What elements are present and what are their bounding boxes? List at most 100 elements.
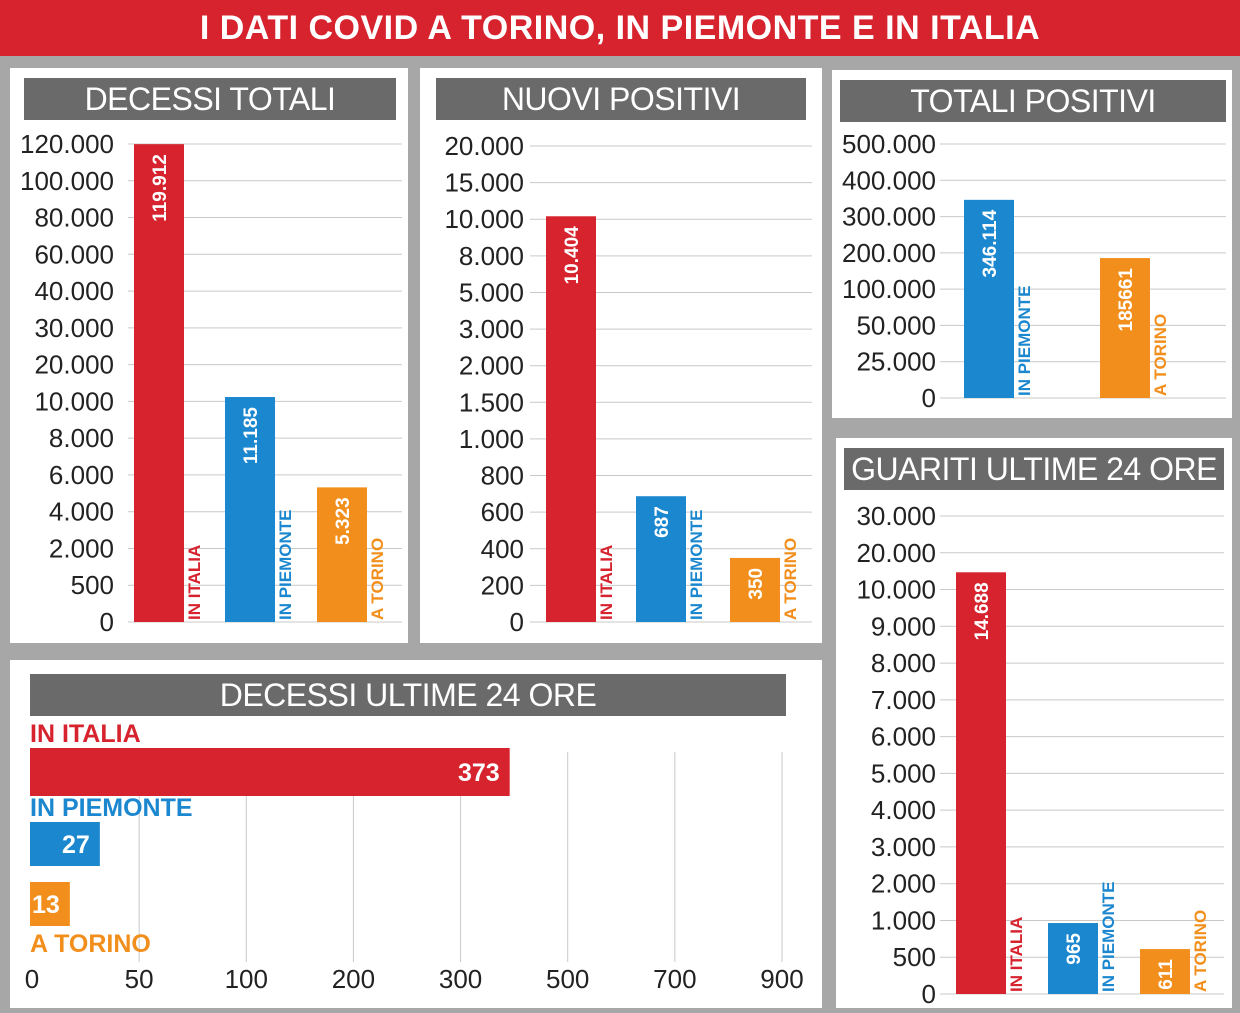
y-tick-label: 6.000 (49, 460, 114, 490)
data-label: 14.688 (972, 582, 993, 640)
y-tick-label: 6.000 (871, 722, 936, 752)
y-tick-label: 300.000 (842, 202, 936, 232)
data-label: 373 (458, 759, 500, 787)
y-tick-label: 4.000 (49, 497, 114, 527)
category-label: IN PIEMONTE (276, 509, 295, 620)
y-tick-label: 7.000 (871, 685, 936, 715)
data-label: 10.404 (562, 226, 583, 285)
y-tick-label: 1.000 (871, 905, 936, 935)
data-label: 13 (32, 891, 60, 919)
chart-decessi-24: 0 50 100 200 300 500 700 900 373 IN ITALIA 27 IN PI… (25, 720, 804, 994)
bar (317, 487, 367, 622)
y-tick-label: 0 (100, 607, 114, 637)
category-label: IN ITALIA (597, 545, 616, 620)
bar (225, 397, 275, 622)
data-label: 119.912 (150, 154, 171, 222)
y-tick-label: 10.000 (856, 575, 936, 605)
category-label: IN ITALIA (1007, 917, 1026, 992)
y-tick-label: 5.000 (871, 758, 936, 788)
panel-decessi-totali: DECESSI TOTALI 0 500 2.000 4.000 6.000 8.000 1… (10, 68, 408, 643)
x-tick-label: 900 (760, 964, 803, 994)
category-label: IN ITALIA (30, 720, 141, 748)
bar (134, 144, 184, 622)
bar (636, 496, 686, 622)
chart-title: TOTALI POSITIVI (840, 80, 1226, 122)
x-tick-label: 500 (546, 964, 589, 994)
category-label: A TORINO (1151, 314, 1170, 396)
y-tick-label: 0 (922, 383, 936, 413)
category-label: IN PIEMONTE (687, 509, 706, 620)
y-tick-label: 200.000 (842, 238, 936, 268)
bar (30, 882, 70, 926)
panel-guariti: GUARITI ULTIME 24 ORE 0 500 1.000 2.000 3.00… (836, 438, 1232, 1009)
y-tick-label: 8.000 (459, 241, 524, 271)
chart-decessi-totali: 0 500 2.000 4.000 6.000 8.000 10.000 20.000 30.0… (20, 129, 402, 637)
y-tick-label: 500 (71, 570, 114, 600)
y-tick-label: 3.000 (871, 832, 936, 862)
bar (956, 572, 1006, 994)
y-tick-label: 400.000 (842, 165, 936, 195)
y-tick-label: 8.000 (871, 648, 936, 678)
data-label: 5.323 (333, 497, 354, 545)
category-label: IN PIEMONTE (1099, 881, 1118, 992)
y-tick-label: 2.000 (459, 351, 524, 381)
y-tick-label: 500.000 (842, 129, 936, 159)
bar (30, 748, 510, 796)
y-tick-label: 30.000 (34, 313, 114, 343)
bar (1100, 258, 1150, 398)
y-tick-label: 1.500 (459, 387, 524, 417)
y-tick-label: 20.000 (34, 350, 114, 380)
y-tick-label: 3.000 (459, 314, 524, 344)
bar (30, 822, 100, 866)
y-tick-label: 100.000 (842, 274, 936, 304)
y-tick-label: 60.000 (34, 239, 114, 269)
y-tick-label: 600 (481, 497, 524, 527)
y-tick-label: 15.000 (444, 168, 524, 198)
y-tick-label: 10.000 (34, 386, 114, 416)
x-tick-label: 0 (25, 964, 39, 994)
x-tick-label: 200 (332, 964, 375, 994)
x-tick-label: 300 (439, 964, 482, 994)
data-label: 11.185 (241, 407, 262, 464)
category-label: A TORINO (368, 538, 387, 620)
panel-decessi-24: DECESSI ULTIME 24 ORE 0 50 100 200 300 500 700… (10, 660, 822, 1008)
chart-nuovi-positivi: 0 200 400 600 800 1.000 1.500 2.000 3.000 5.000 8.… (444, 131, 812, 637)
y-tick-label: 25.000 (856, 347, 936, 377)
data-label: 611 (1156, 959, 1177, 990)
panel-totali-positivi: TOTALI POSITIVI 0 25.000 50.000 100.000 200.… (832, 70, 1232, 418)
y-tick-label: 5.000 (459, 277, 524, 307)
y-tick-label: 120.000 (20, 129, 114, 159)
bar (546, 216, 596, 622)
category-label: A TORINO (30, 930, 151, 958)
y-tick-label: 2.000 (49, 533, 114, 563)
chart-guariti: 0 500 1.000 2.000 3.000 4.000 5.000 6.000 7.000 8… (856, 501, 1224, 1009)
y-tick-label: 0 (922, 979, 936, 1009)
y-tick-label: 0 (510, 607, 524, 637)
chart-title: GUARITI ULTIME 24 ORE (844, 448, 1224, 490)
x-tick-label: 50 (125, 964, 154, 994)
data-label: 687 (652, 506, 673, 538)
chart-title: NUOVI POSITIVI (436, 78, 806, 120)
category-label: A TORINO (1191, 910, 1210, 992)
category-label: IN PIEMONTE (30, 794, 193, 822)
y-tick-label: 4.000 (871, 795, 936, 825)
y-tick-label: 400 (481, 534, 524, 564)
category-label: IN ITALIA (185, 545, 204, 620)
y-tick-label: 20.000 (444, 131, 524, 161)
y-tick-label: 100.000 (20, 166, 114, 196)
data-label: 965 (1064, 933, 1085, 965)
bar (1048, 923, 1098, 994)
data-label: 350 (746, 568, 767, 600)
y-tick-label: 10.000 (444, 204, 524, 234)
data-label: 185661 (1116, 268, 1137, 332)
y-tick-label: 9.000 (871, 611, 936, 641)
page-title: I DATI COVID A TORINO, IN PIEMONTE E IN … (0, 0, 1240, 56)
y-tick-label: 30.000 (856, 501, 936, 531)
y-tick-label: 8.000 (49, 423, 114, 453)
x-tick-label: 700 (653, 964, 696, 994)
y-tick-label: 20.000 (856, 538, 936, 568)
y-tick-label: 500 (893, 942, 936, 972)
y-tick-label: 80.000 (34, 203, 114, 233)
data-label: 346.114 (980, 209, 1001, 277)
bar (730, 557, 780, 622)
